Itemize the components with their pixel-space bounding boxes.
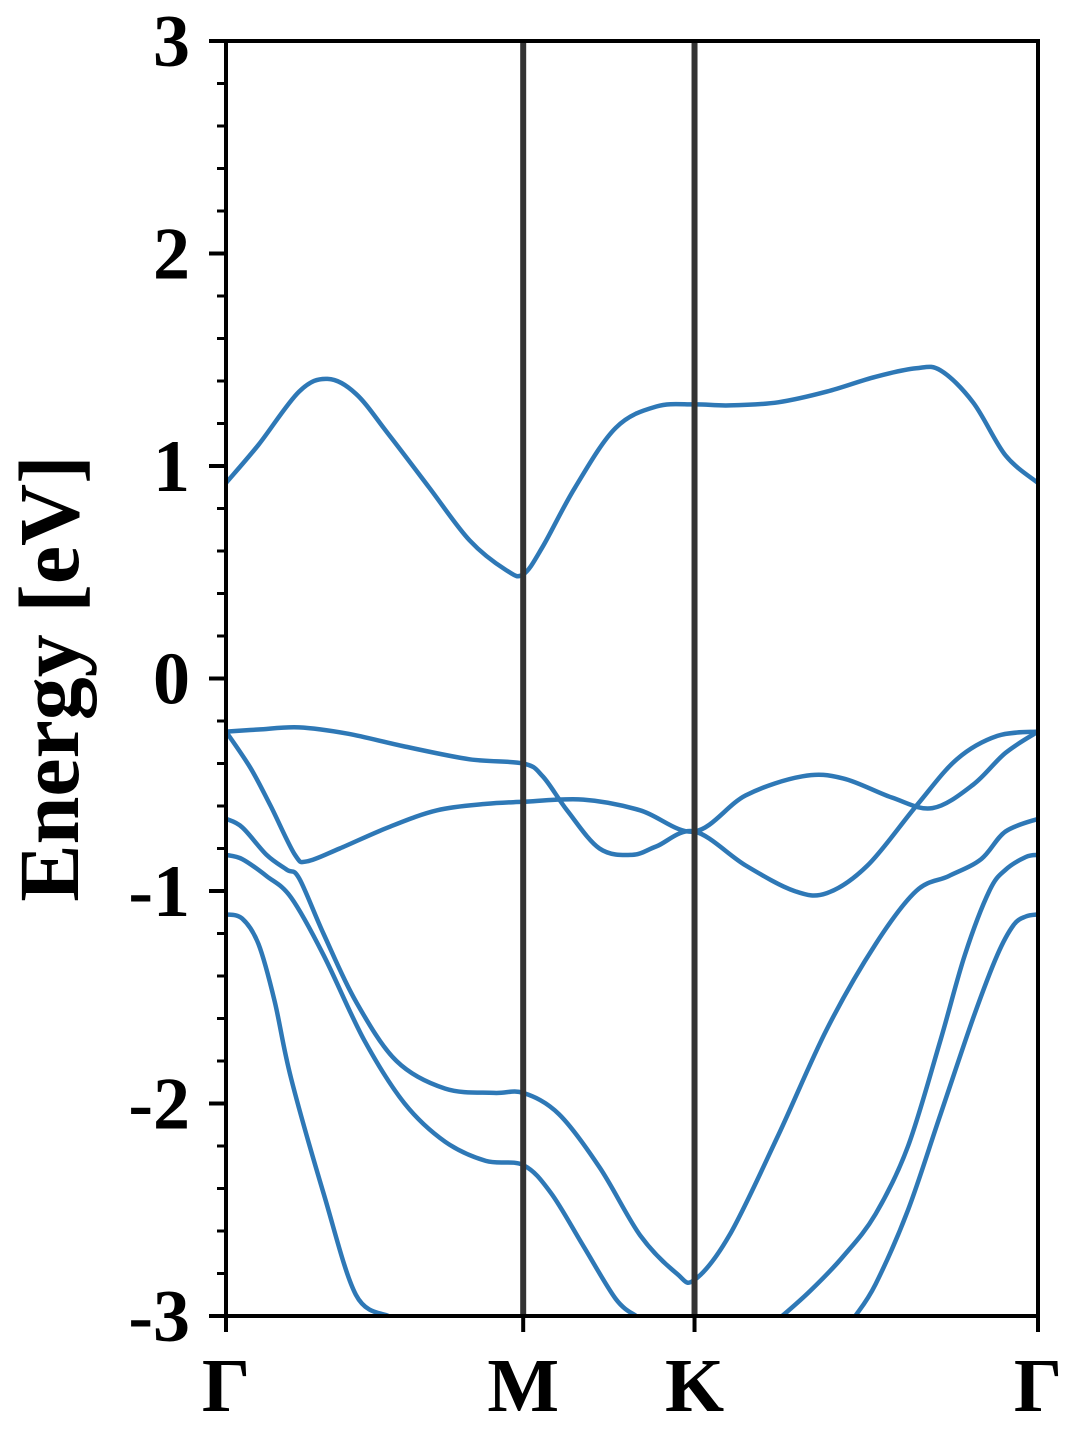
- y-tick-label: 2: [153, 214, 190, 296]
- x-tick-label: Γ: [1014, 1344, 1062, 1428]
- band-line-5: [226, 852, 639, 1316]
- y-axis-label: Energy [eV]: [1, 455, 97, 902]
- x-tick-label: Γ: [202, 1344, 250, 1428]
- band-lines: [226, 364, 1038, 1316]
- band-line-3: [226, 725, 1038, 898]
- kpoint-lines: [520, 41, 698, 1316]
- band-line-6: [779, 852, 1038, 1316]
- y-tick-label: 1: [153, 426, 190, 508]
- x-tick-label: M: [487, 1344, 559, 1428]
- y-tick-label: -2: [128, 1064, 190, 1146]
- band-line-1: [226, 364, 1038, 579]
- band-line-2: [226, 729, 1038, 865]
- band-line-7: [226, 912, 391, 1316]
- y-tick-label: -1: [128, 851, 190, 933]
- y-tick-labels: 3 2 1 0 -1 -2 -3: [128, 1, 190, 1358]
- y-tick-label: 3: [153, 1, 190, 83]
- x-ticks: [224, 1316, 1040, 1332]
- band-line-8: [853, 912, 1038, 1316]
- y-tick-label: -3: [128, 1276, 190, 1358]
- band-line-4: [226, 816, 1038, 1285]
- x-tick-label: K: [665, 1344, 724, 1428]
- y-tick-label: 0: [153, 639, 190, 721]
- y-major-ticks: [209, 39, 226, 1318]
- plot-frame: [224, 39, 1040, 1318]
